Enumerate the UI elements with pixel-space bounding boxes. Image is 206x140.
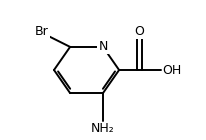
Text: NH₂: NH₂	[91, 122, 115, 136]
Text: Br: Br	[35, 25, 49, 38]
Text: OH: OH	[163, 64, 182, 76]
Text: O: O	[135, 25, 144, 38]
Text: N: N	[98, 40, 108, 53]
